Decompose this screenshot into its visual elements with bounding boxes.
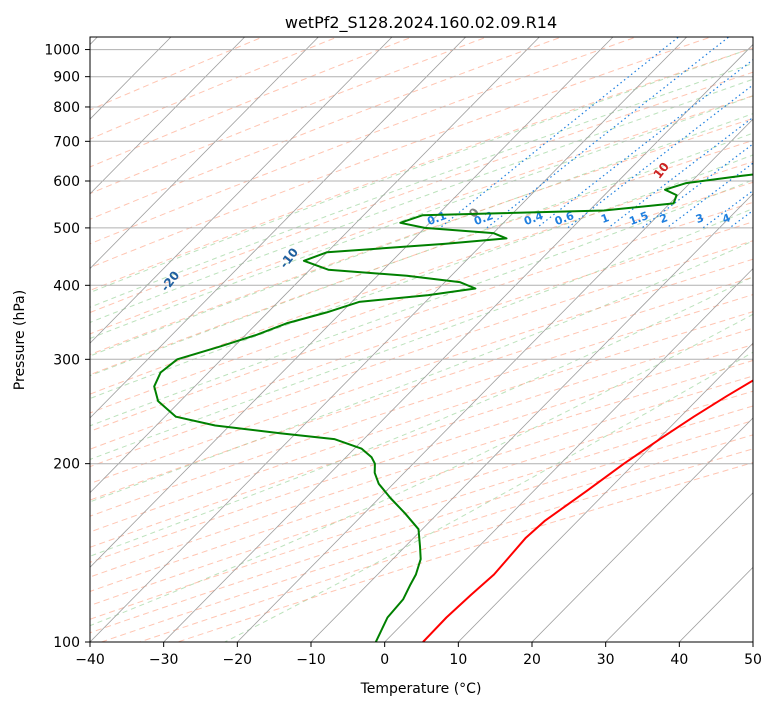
chart-title: wetPf2_S128.2024.160.02.09.R14 — [285, 13, 557, 33]
x-tick-label: 40 — [670, 652, 688, 668]
x-tick-label: 30 — [597, 652, 615, 668]
y-tick-label: 700 — [53, 134, 80, 150]
x-tick-label: 10 — [449, 652, 467, 668]
x-tick-label: −20 — [223, 652, 253, 668]
y-tick-label: 600 — [53, 174, 80, 190]
y-axis-label: Pressure (hPa) — [12, 290, 28, 390]
x-tick-label: −10 — [296, 652, 326, 668]
x-tick-label: 0 — [380, 652, 389, 668]
y-tick-label: 100 — [53, 635, 80, 651]
x-tick-label: 20 — [523, 652, 541, 668]
y-tick-label: 300 — [53, 352, 80, 368]
y-tick-label: 500 — [53, 221, 80, 237]
x-tick-label: −40 — [75, 652, 105, 668]
y-tick-label: 900 — [53, 70, 80, 86]
x-tick-label: 50 — [744, 652, 762, 668]
x-axis-label: Temperature (°C) — [360, 681, 482, 697]
x-tick-label: −30 — [149, 652, 179, 668]
y-tick-label: 800 — [53, 100, 80, 116]
y-tick-label: 400 — [53, 278, 80, 294]
y-tick-label: 1000 — [44, 43, 80, 59]
y-tick-label: 200 — [53, 457, 80, 473]
